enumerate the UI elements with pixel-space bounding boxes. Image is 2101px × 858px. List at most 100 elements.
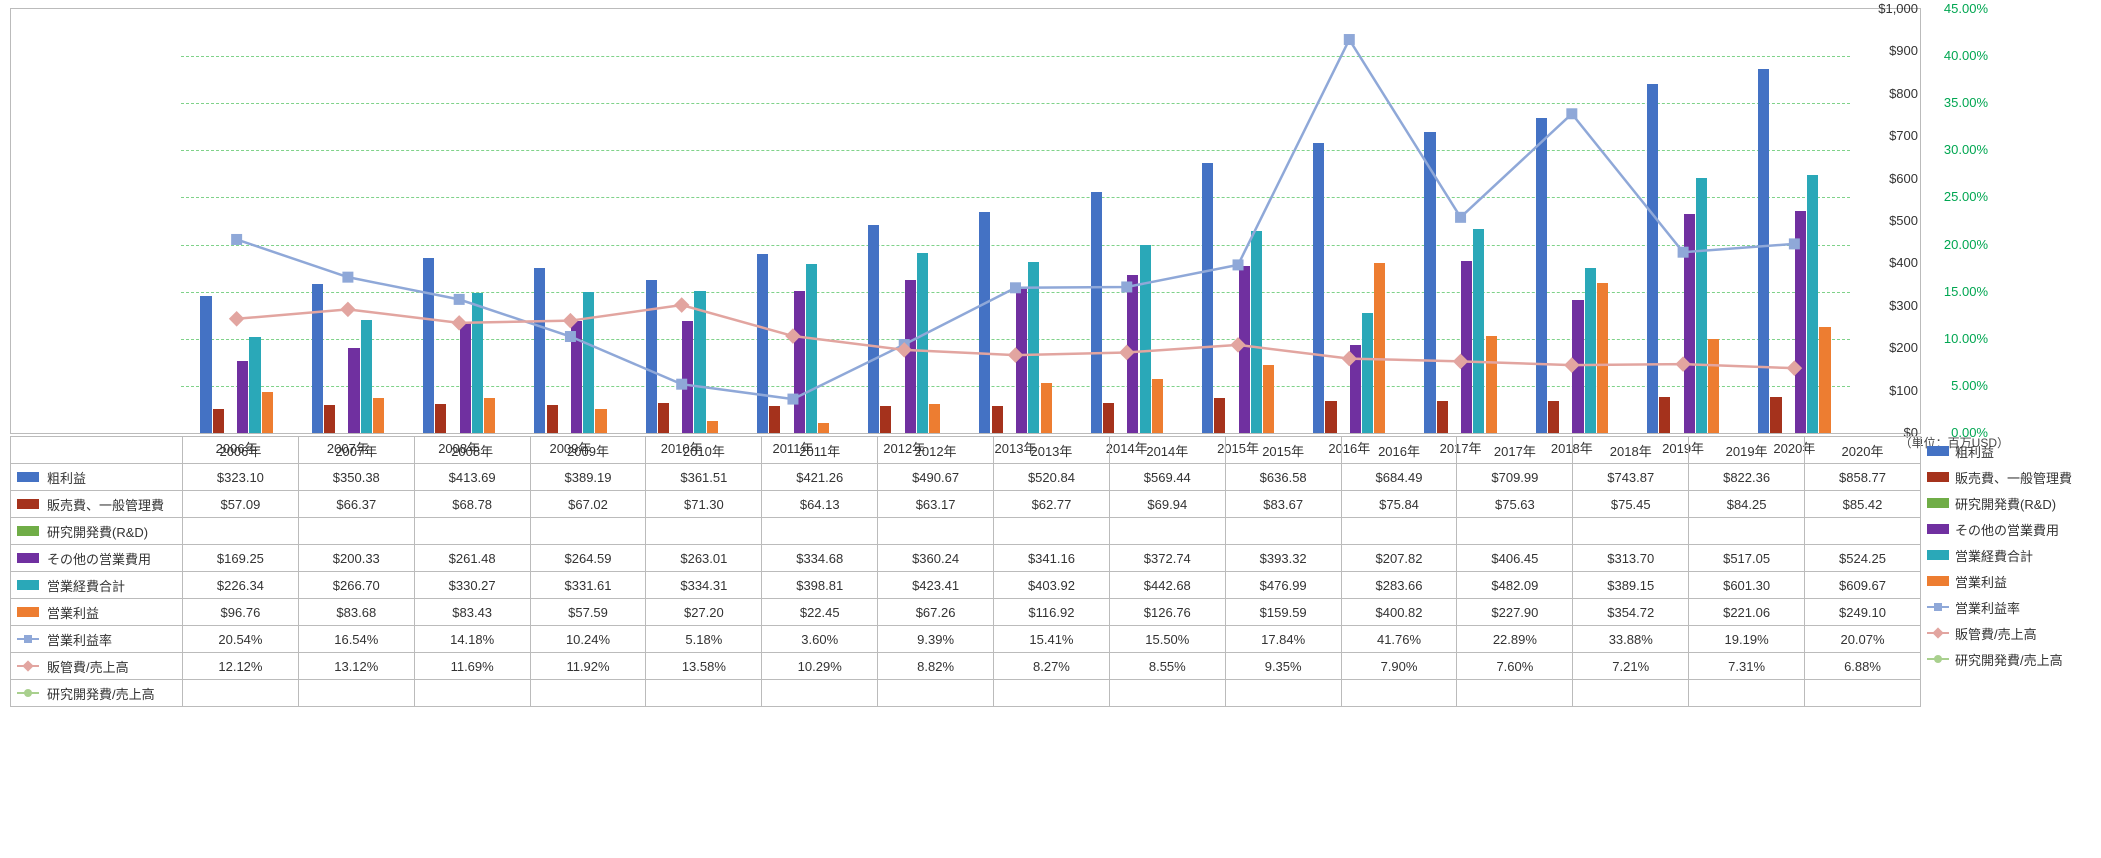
table-cell <box>1573 518 1689 545</box>
table-cell: $341.16 <box>994 545 1110 572</box>
legend-item-rndratio[interactable]: 研究開発費/売上高 <box>1927 646 2091 672</box>
table-cell: $75.45 <box>1573 491 1689 518</box>
legend-item-gross[interactable]: 粗利益 <box>1927 438 2091 464</box>
table-cell: $517.05 <box>1689 545 1805 572</box>
table-cell: 16.54% <box>298 626 414 653</box>
table-header: 2012年 <box>878 437 994 464</box>
marker-opmargin <box>1011 283 1021 293</box>
table-cell: 6.88% <box>1805 653 1921 680</box>
table-cell <box>1225 680 1341 707</box>
table-cell: $636.58 <box>1225 464 1341 491</box>
table-header: 2017年 <box>1457 437 1573 464</box>
table-cell: 7.90% <box>1341 653 1457 680</box>
left-axis-tick: $200 <box>1858 340 1918 355</box>
table-cell: 17.84% <box>1225 626 1341 653</box>
right-axis-tick: 25.00% <box>1928 189 1988 204</box>
table-header: 2007年 <box>298 437 414 464</box>
table-cell: $67.26 <box>878 599 994 626</box>
table-cell: $83.68 <box>298 599 414 626</box>
marker-opmargin <box>788 394 798 404</box>
table-cell: $334.31 <box>646 572 762 599</box>
table-cell: $64.13 <box>762 491 878 518</box>
table-cell <box>878 518 994 545</box>
table-cell <box>762 680 878 707</box>
table-cell: $207.82 <box>1341 545 1457 572</box>
marker-sgaratio <box>230 312 244 326</box>
legend-label: 販管費/売上高 <box>1955 624 2037 643</box>
left-axis-tick: $700 <box>1858 128 1918 143</box>
table-cell <box>878 680 994 707</box>
marker-sgaratio <box>1453 354 1467 368</box>
right-axis-tick: 30.00% <box>1928 142 1988 157</box>
table-cell <box>530 680 646 707</box>
table-cell: $96.76 <box>183 599 299 626</box>
row-label-text: 研究開発費/売上高 <box>47 687 155 702</box>
marker-opmargin <box>1678 247 1688 257</box>
marker-sgaratio <box>341 302 355 316</box>
table-cell <box>1805 680 1921 707</box>
legend-item-rnd[interactable]: 研究開発費(R&D) <box>1927 490 2091 516</box>
table-cell: 7.31% <box>1689 653 1805 680</box>
table-cell: $389.15 <box>1573 572 1689 599</box>
row-label-text: 販管費/売上高 <box>47 660 129 675</box>
table-cell <box>530 518 646 545</box>
row-label-text: 営業経費合計 <box>47 579 125 594</box>
table-cell: 10.24% <box>530 626 646 653</box>
table-cell: $524.25 <box>1805 545 1921 572</box>
table-row: 販売費、一般管理費$57.09$66.37$68.78$67.02$71.30$… <box>11 491 1921 518</box>
table-header: 2013年 <box>994 437 1110 464</box>
table-cell: 10.29% <box>762 653 878 680</box>
plot-area: 0.00%5.00%10.00%15.00%20.00%25.00%30.00%… <box>181 9 1850 433</box>
row-label-rnd: 研究開発費(R&D) <box>11 518 183 545</box>
table-cell <box>994 518 1110 545</box>
table-cell: $323.10 <box>183 464 299 491</box>
table-cell: $200.33 <box>298 545 414 572</box>
row-label-text: 販売費、一般管理費 <box>47 498 164 513</box>
legend-item-opinc[interactable]: 営業利益 <box>1927 568 2091 594</box>
legend-item-other[interactable]: その他の営業費用 <box>1927 516 2091 542</box>
table-header: 2020年 <box>1805 437 1921 464</box>
table-cell: $63.17 <box>878 491 994 518</box>
marker-sgaratio <box>452 316 466 330</box>
table-cell: $266.70 <box>298 572 414 599</box>
table-cell <box>1341 518 1457 545</box>
right-axis-tick: 10.00% <box>1928 331 1988 346</box>
table-cell <box>1341 680 1457 707</box>
legend-item-opmargin[interactable]: 営業利益率 <box>1927 594 2091 620</box>
row-label-opex: 営業経費合計 <box>11 572 183 599</box>
table-cell: 19.19% <box>1689 626 1805 653</box>
table-header: 2010年 <box>646 437 762 464</box>
marker-opmargin <box>1456 212 1466 222</box>
table-cell <box>1573 680 1689 707</box>
table-cell: $476.99 <box>1225 572 1341 599</box>
table-header: 2014年 <box>1109 437 1225 464</box>
marker-opmargin <box>677 379 687 389</box>
marker-opmargin <box>1789 239 1799 249</box>
table-row: 研究開発費/売上高 <box>11 680 1921 707</box>
line-opmargin <box>237 40 1795 400</box>
left-axis-tick: $300 <box>1858 298 1918 313</box>
table-cell: $283.66 <box>1341 572 1457 599</box>
left-axis-tick: $900 <box>1858 43 1918 58</box>
table-cell: $27.20 <box>646 599 762 626</box>
marker-opmargin <box>1567 109 1577 119</box>
table-cell: 7.60% <box>1457 653 1573 680</box>
marker-sgaratio <box>1676 357 1690 371</box>
table-cell: $709.99 <box>1457 464 1573 491</box>
table-cell: $221.06 <box>1689 599 1805 626</box>
legend-item-sga[interactable]: 販売費、一般管理費 <box>1927 464 2091 490</box>
left-axis-tick: $100 <box>1858 383 1918 398</box>
legend-item-opex[interactable]: 営業経費合計 <box>1927 542 2091 568</box>
left-axis-tick: $600 <box>1858 171 1918 186</box>
table-header: 2009年 <box>530 437 646 464</box>
table-cell: $263.01 <box>646 545 762 572</box>
marker-sgaratio <box>1231 338 1245 352</box>
marker-opmargin <box>1122 282 1132 292</box>
table-cell: 22.89% <box>1457 626 1573 653</box>
marker-sgaratio <box>1787 361 1801 375</box>
legend: 粗利益販売費、一般管理費研究開発費(R&D)その他の営業費用営業経費合計営業利益… <box>1927 438 2091 672</box>
table-cell: $406.45 <box>1457 545 1573 572</box>
legend-item-sgaratio[interactable]: 販管費/売上高 <box>1927 620 2091 646</box>
table-cell <box>1457 680 1573 707</box>
marker-sgaratio <box>1342 351 1356 365</box>
